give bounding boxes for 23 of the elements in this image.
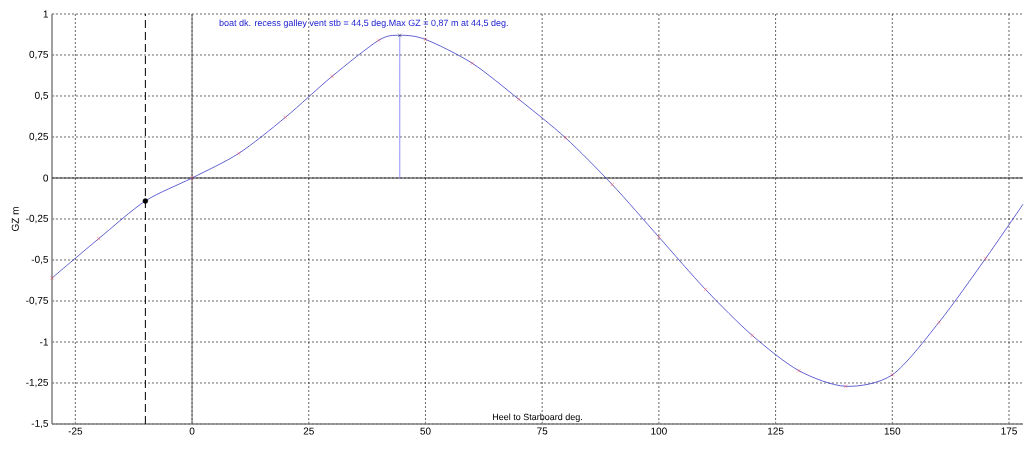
y-tick-label: -0,25 <box>26 214 49 224</box>
y-tick-label: -0,5 <box>31 255 49 265</box>
y-tick-label: 0,25 <box>29 132 49 142</box>
y-tick-label: -0,75 <box>26 296 49 306</box>
y-tick-label: -1,25 <box>26 378 49 388</box>
y-tick-label: -1,5 <box>31 419 49 429</box>
x-axis-title: Heel to Starboard deg. <box>492 413 582 422</box>
x-tick-label: 0 <box>189 427 195 435</box>
x-tick-label: 175 <box>1001 427 1017 435</box>
x-tick-label: 150 <box>884 427 901 435</box>
x-tick-label: 25 <box>303 427 314 435</box>
y-tick-label: 1 <box>43 10 48 18</box>
y-tick-label: 0,75 <box>29 50 49 60</box>
y-tick-label: -1 <box>40 338 48 346</box>
y-axis-title: GZ m <box>11 207 19 231</box>
x-tick-label: 125 <box>768 427 784 435</box>
x-tick-label: -25 <box>68 427 83 435</box>
annotation: boat dk. recess galley vent stb = 44,5 deg.Max GZ = 0,87 m at 44,5 deg. <box>219 19 508 28</box>
y-tick-label: 0,5 <box>34 91 49 101</box>
x-tick-label: 50 <box>420 427 431 435</box>
x-tick-label: 75 <box>537 427 548 435</box>
y-tick-label: 0 <box>43 174 49 182</box>
x-tick-label: 100 <box>651 427 667 435</box>
